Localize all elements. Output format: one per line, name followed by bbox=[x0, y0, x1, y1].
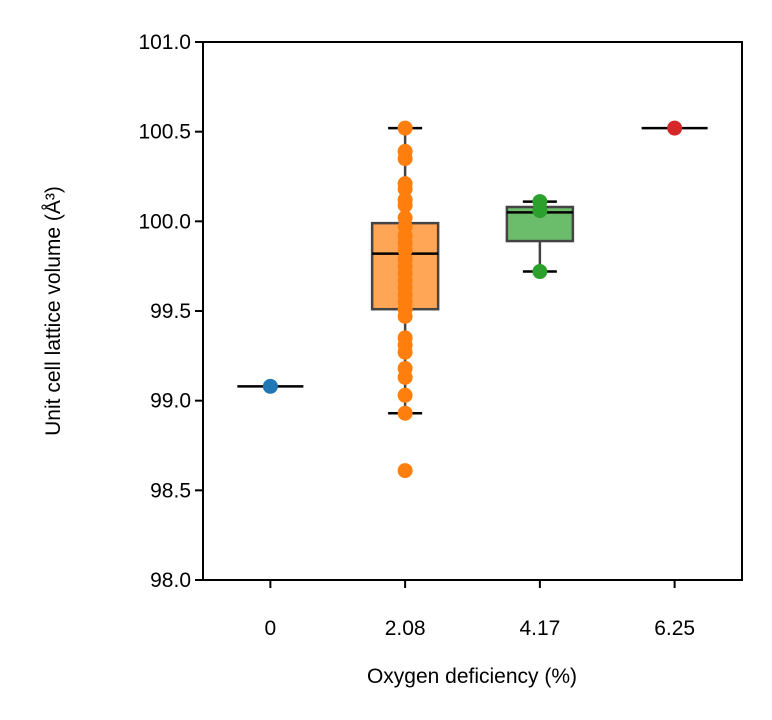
points-layer bbox=[262, 120, 683, 479]
y-axis-label: Unit cell lattice volume (Å³) bbox=[42, 186, 65, 436]
data-point bbox=[667, 120, 683, 136]
data-point bbox=[397, 387, 413, 403]
y-tick-label: 99.5 bbox=[150, 300, 191, 323]
data-point bbox=[397, 151, 413, 167]
y-tick-label: 99.0 bbox=[150, 390, 191, 413]
data-point bbox=[397, 344, 413, 360]
y-tick-label: 101.0 bbox=[138, 31, 191, 54]
data-point bbox=[397, 405, 413, 421]
x-tick-label: 4.17 bbox=[519, 617, 560, 640]
y-tick-label: 98.5 bbox=[150, 479, 191, 502]
plot-frame bbox=[202, 41, 743, 581]
data-point bbox=[397, 308, 413, 324]
data-point bbox=[397, 181, 413, 197]
y-tick-label: 100.0 bbox=[138, 210, 191, 233]
x-tick-label: 6.25 bbox=[654, 617, 695, 640]
data-point bbox=[532, 203, 548, 219]
data-point bbox=[397, 369, 413, 385]
data-point bbox=[397, 197, 413, 213]
boxes-layer bbox=[237, 126, 708, 415]
y-tick-label: 100.5 bbox=[138, 121, 191, 144]
y-axis: 98.0 98.5 99.0 99.5 100.0 100.5 101.0 bbox=[138, 31, 203, 592]
data-point bbox=[262, 378, 278, 394]
x-tick-label: 0 bbox=[265, 617, 277, 640]
data-point bbox=[397, 463, 413, 479]
data-point bbox=[532, 264, 548, 280]
data-point bbox=[397, 120, 413, 136]
x-axis: 0 2.08 4.17 6.25 bbox=[265, 580, 695, 640]
y-tick-label: 98.0 bbox=[150, 569, 191, 592]
x-axis-label: Oxygen deficiency (%) bbox=[367, 665, 577, 688]
x-tick-label: 2.08 bbox=[385, 617, 426, 640]
